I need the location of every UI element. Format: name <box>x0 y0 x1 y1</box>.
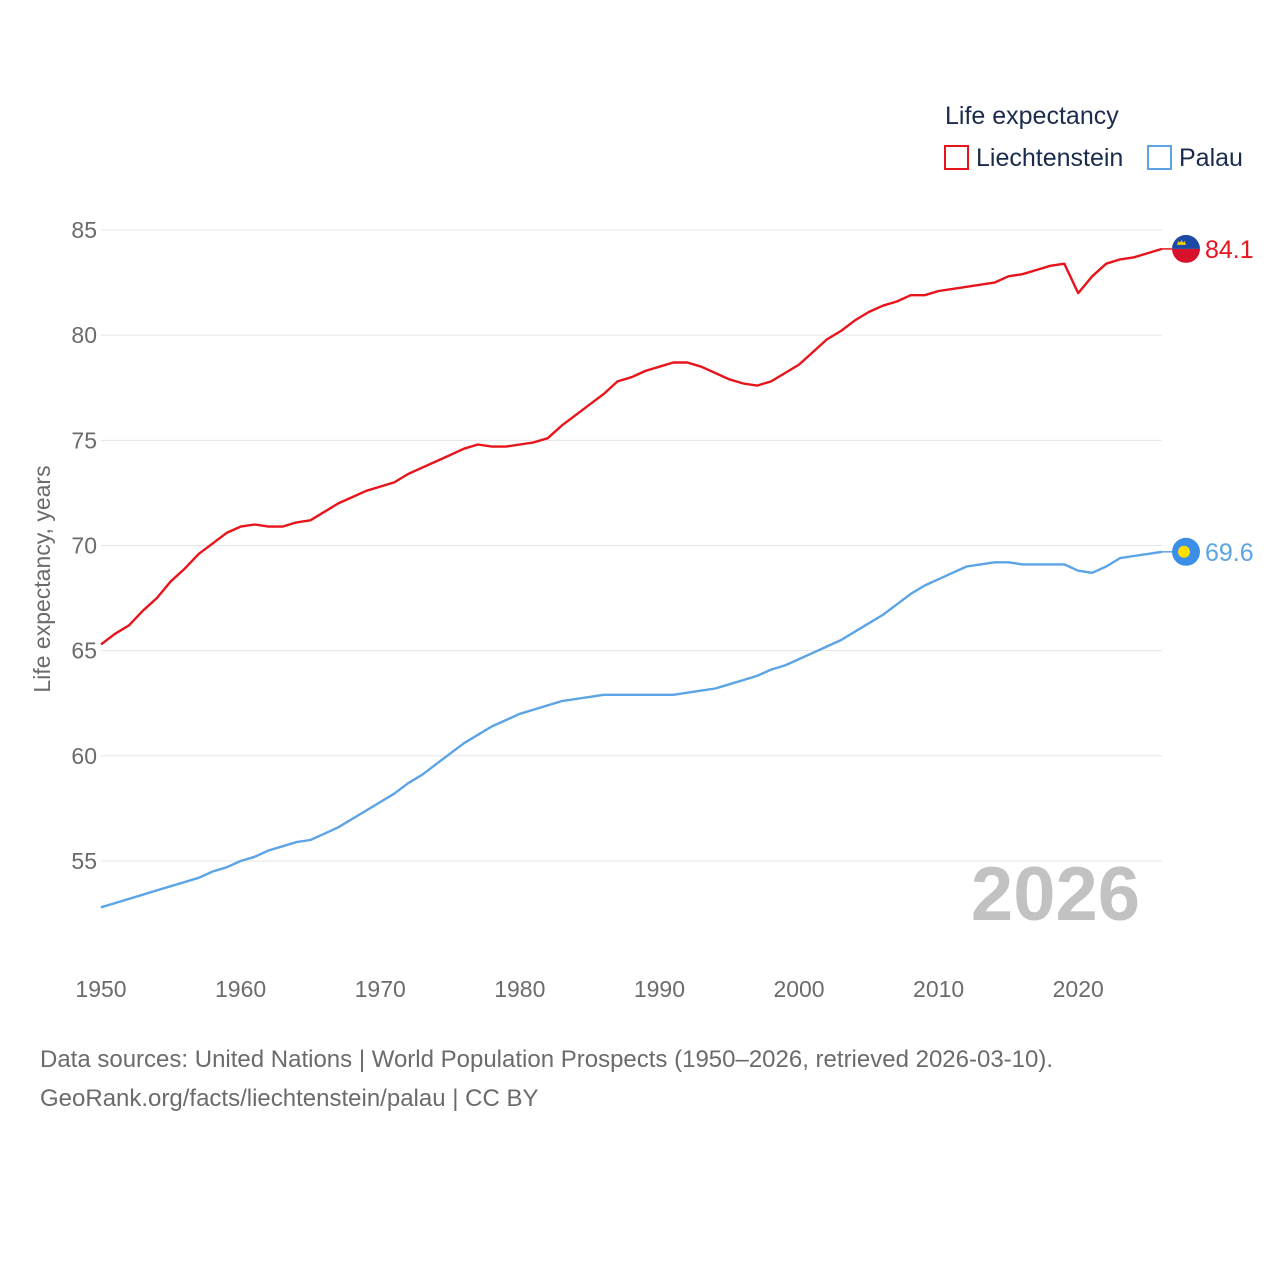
x-tick-label: 2010 <box>913 976 964 1002</box>
series-lines <box>100 247 1163 909</box>
x-axis: 1950 1960 1970 1980 1990 2000 2010 2020 <box>75 976 1103 1002</box>
y-tick-label: 55 <box>71 848 97 874</box>
x-tick-label: 1970 <box>355 976 406 1002</box>
liechtenstein-flag-icon <box>1172 234 1200 263</box>
gridlines <box>101 229 1162 862</box>
source-footer: Data sources: United Nations | World Pop… <box>40 1040 1240 1118</box>
x-tick-label: 1950 <box>75 976 126 1002</box>
legend: Life expectancy Liechtenstein Palau <box>944 102 1243 172</box>
legend-item-liechtenstein[interactable]: Liechtenstein <box>944 144 1123 172</box>
x-tick-label: 1990 <box>634 976 685 1002</box>
end-value-label-liechtenstein: 84.1 <box>1205 236 1254 264</box>
line-chart: 55 60 65 70 75 80 85 1950 1960 1970 1980 1990 2000 2… <box>29 102 1254 1002</box>
y-tick-label: 65 <box>71 638 97 664</box>
palau-flag-icon <box>1172 537 1200 566</box>
y-axis: 55 60 65 70 75 80 85 <box>71 217 97 874</box>
x-tick-label: 2000 <box>773 976 824 1002</box>
series-line-liechtenstein[interactable] <box>100 247 1163 646</box>
legend-swatch-palau <box>1147 145 1172 170</box>
series-line-palau[interactable] <box>100 550 1163 909</box>
x-tick-label: 1960 <box>215 976 266 1002</box>
legend-label-palau: Palau <box>1179 144 1243 172</box>
series-end-markers: 84.1 69.6 <box>1162 234 1254 567</box>
legend-title: Life expectancy <box>945 102 1119 130</box>
y-tick-label: 70 <box>71 533 97 559</box>
data-source-text: Data sources: United Nations | World Pop… <box>40 1046 1054 1073</box>
x-tick-label: 1980 <box>494 976 545 1002</box>
end-value-label-palau: 69.6 <box>1205 539 1254 567</box>
x-tick-label: 2020 <box>1053 976 1104 1002</box>
y-tick-label: 85 <box>71 217 97 243</box>
y-tick-label: 60 <box>71 743 97 769</box>
legend-swatch-liechtenstein <box>944 145 969 170</box>
legend-item-palau[interactable]: Palau <box>1147 144 1243 172</box>
y-tick-label: 80 <box>71 322 97 348</box>
y-axis-label: Life expectancy, years <box>29 465 55 692</box>
credit-text: GeoRank.org/facts/liechtenstein/palau | … <box>40 1085 539 1112</box>
legend-label-liechtenstein: Liechtenstein <box>976 144 1123 172</box>
y-tick-label: 75 <box>71 427 97 453</box>
year-watermark: 2026 <box>971 852 1140 937</box>
